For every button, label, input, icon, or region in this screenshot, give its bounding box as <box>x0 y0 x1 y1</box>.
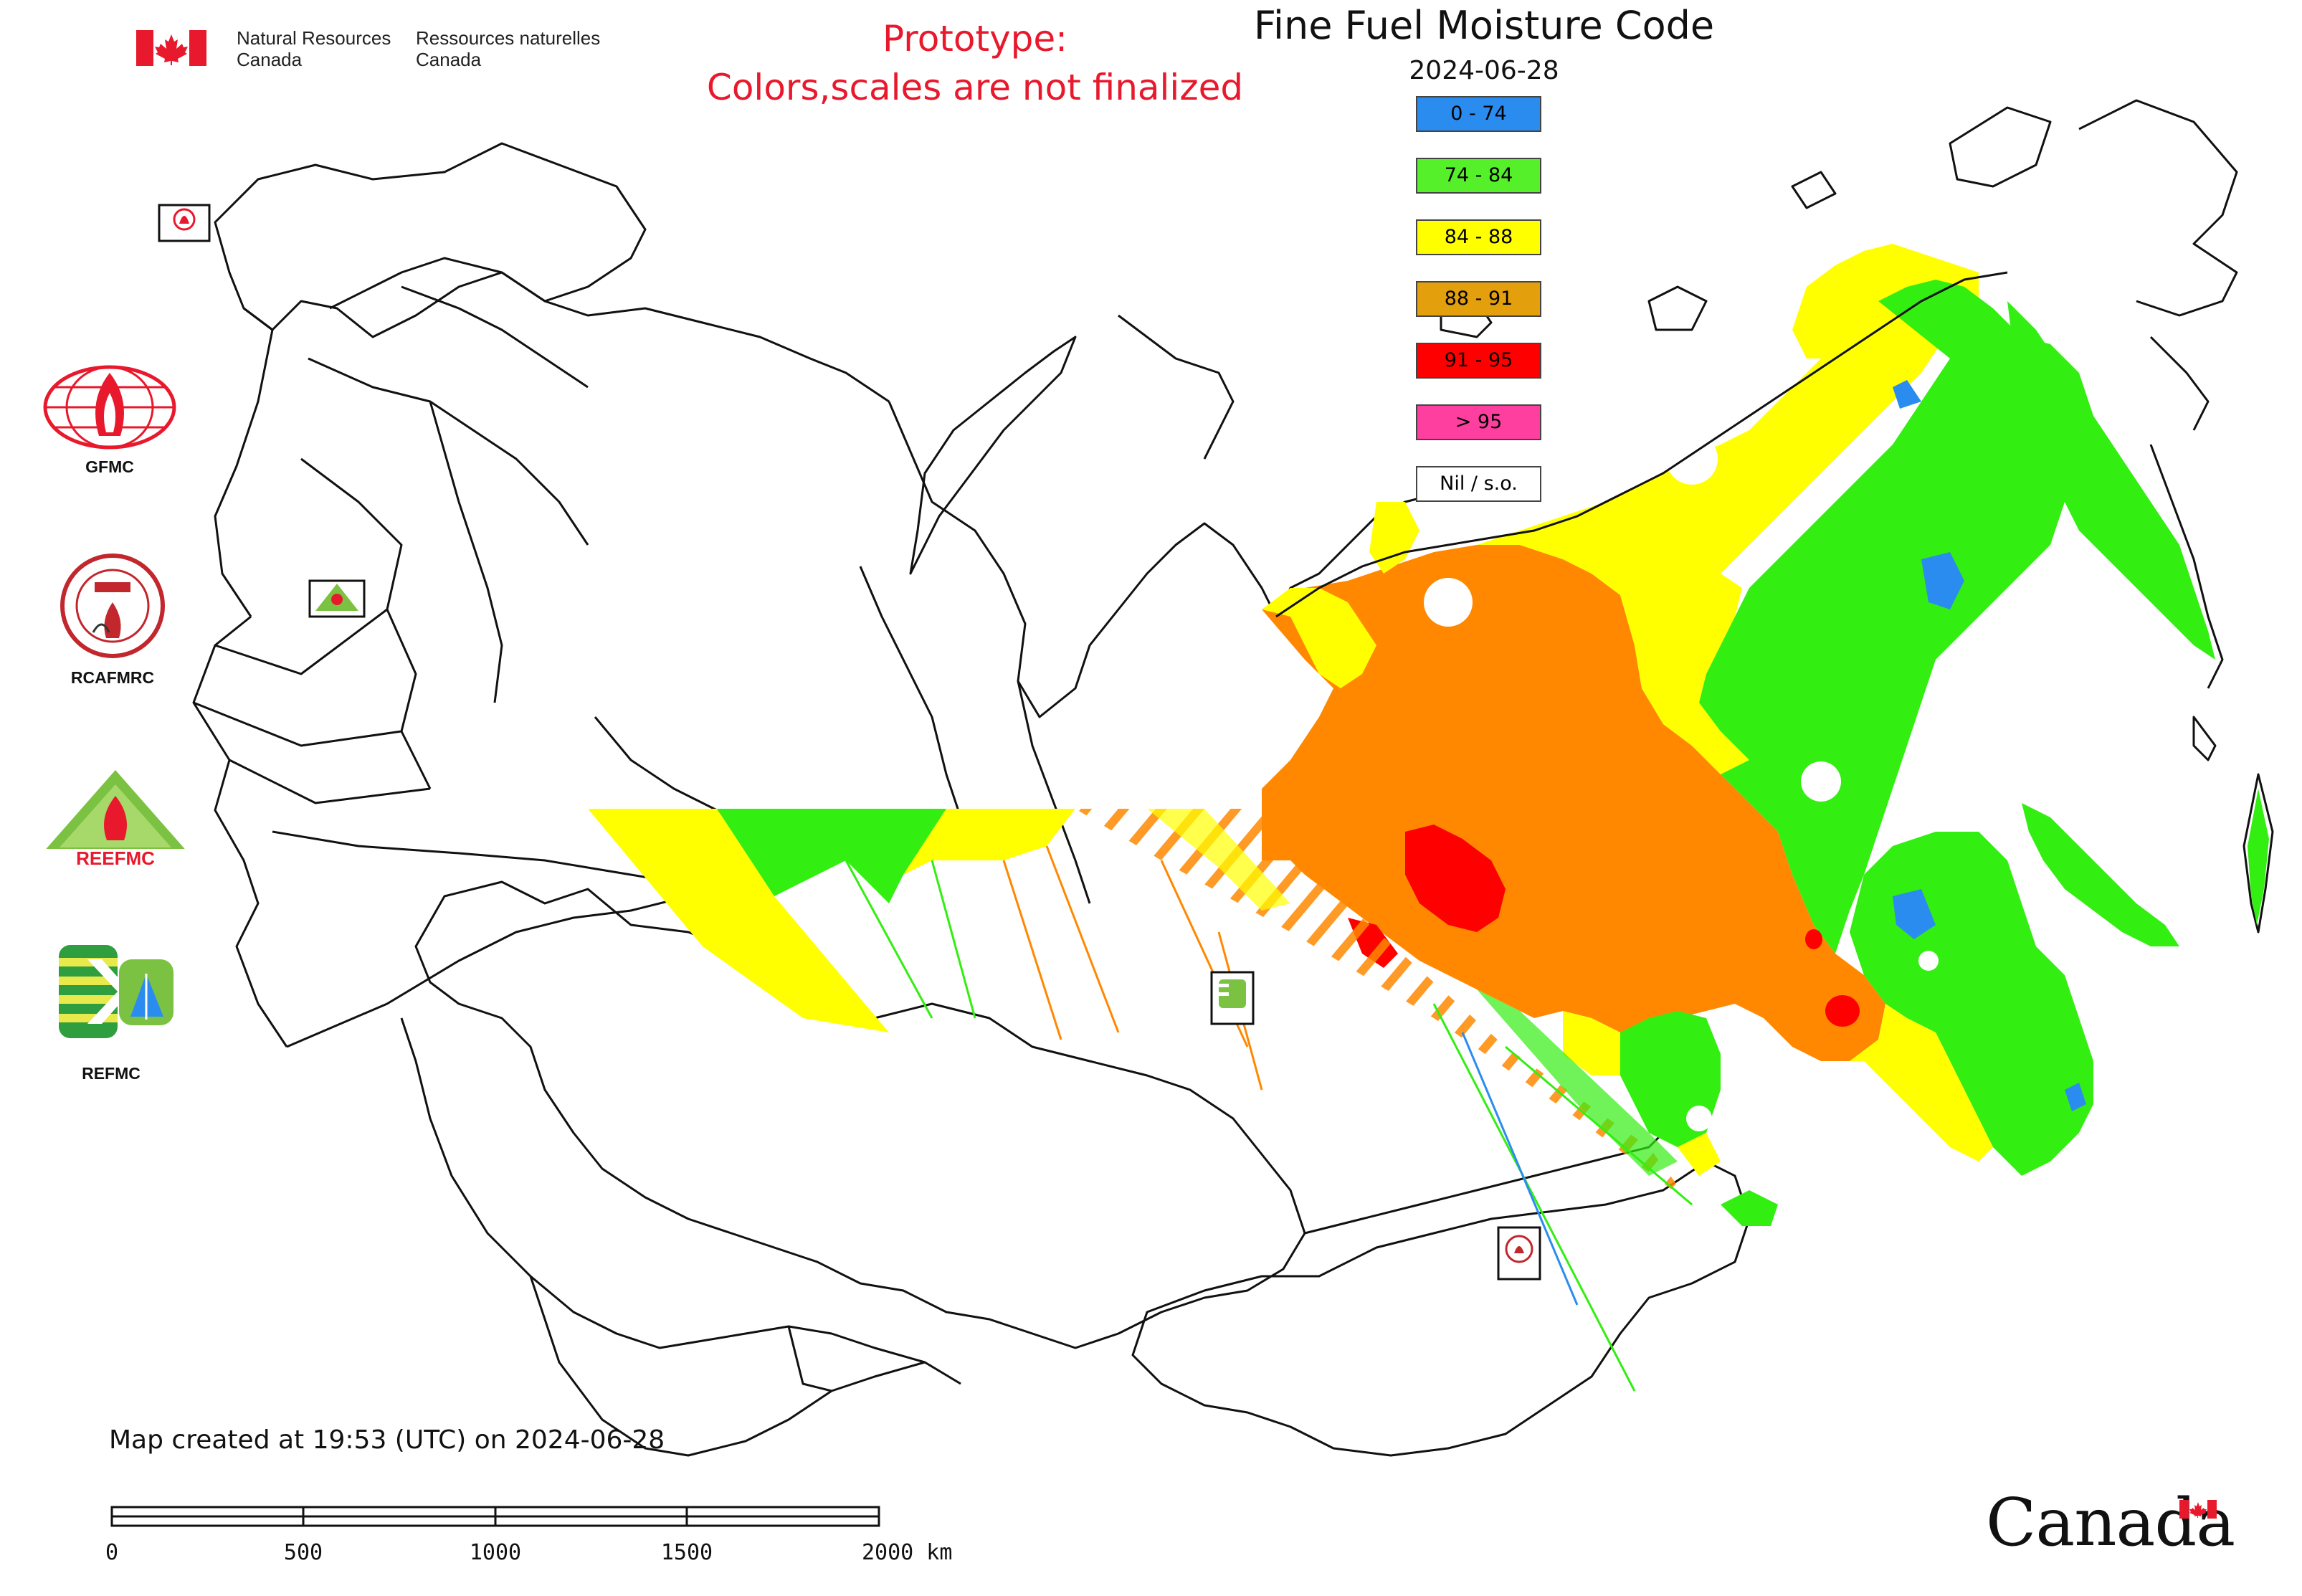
map-created-timestamp: Map created at 19:53 (UTC) on 2024-06-28 <box>109 1425 665 1455</box>
legend-item-84-88: 84 - 88 <box>1416 219 1541 255</box>
map-logo-rcafmrc-icon <box>1497 1226 1541 1281</box>
svg-text:REEFMC: REEFMC <box>76 847 155 868</box>
legend-item-nil: Nil / s.o. <box>1416 466 1541 502</box>
ffmc-yellow-region-west <box>1262 588 1376 688</box>
refmc-label: REFMC <box>82 1064 141 1083</box>
gfmc-logo-icon <box>43 365 176 450</box>
canada-wordmark-flag-icon <box>2179 1500 2217 1519</box>
legend-item-74-84: 74 - 84 <box>1416 158 1541 194</box>
scale-label-500: 500 <box>283 1540 323 1565</box>
nrcan-english-name: Natural Resources Canada <box>237 27 391 70</box>
distance-scale-bar: 0 500 1000 1500 2000 km <box>105 1503 952 1565</box>
scale-label-1000: 1000 <box>469 1540 522 1565</box>
reefmc-logo-icon: REEFMC <box>42 770 189 868</box>
map-logo-refmc-icon <box>1210 971 1255 1025</box>
legend-item-88-91: 88 - 91 <box>1416 281 1541 317</box>
ffmc-data-layer <box>588 244 2269 1392</box>
legend-item-0-74: 0 - 74 <box>1416 96 1541 132</box>
canada-wordmark: Canada <box>1986 1484 2235 1561</box>
ffmc-orange-region <box>1262 545 1885 1061</box>
scale-bar-graphic <box>110 1506 880 1527</box>
rcafmrc-logo-icon <box>60 554 165 658</box>
map-title: Fine Fuel Moisture Code <box>1253 3 1715 48</box>
legend-item-91-95: 91 - 95 <box>1416 343 1541 379</box>
map-date: 2024-06-28 <box>1409 56 1559 85</box>
ffmc-green-region-east <box>1699 280 2093 954</box>
nrcan-french-name: Ressources naturelles Canada <box>416 27 601 70</box>
legend-item-over-95: > 95 <box>1416 404 1541 440</box>
canada-flag-icon <box>136 30 206 66</box>
map-logo-gfmc-icon <box>158 204 211 242</box>
ffmc-red-region <box>1405 825 1506 932</box>
scale-label-1500: 1500 <box>660 1540 713 1565</box>
rcafmrc-label: RCAFMRC <box>70 668 155 687</box>
refmc-logo-icon <box>59 945 173 1038</box>
map-logo-reefmc-icon <box>308 579 366 618</box>
gfmc-label: GFMC <box>85 457 134 476</box>
ffmc-blue-region <box>1921 552 1964 609</box>
scale-label-2000: 2000 km <box>861 1540 953 1565</box>
scale-label-0: 0 <box>105 1540 119 1565</box>
prototype-notice: Prototype: Colors,scales are not finaliz… <box>706 18 1244 108</box>
